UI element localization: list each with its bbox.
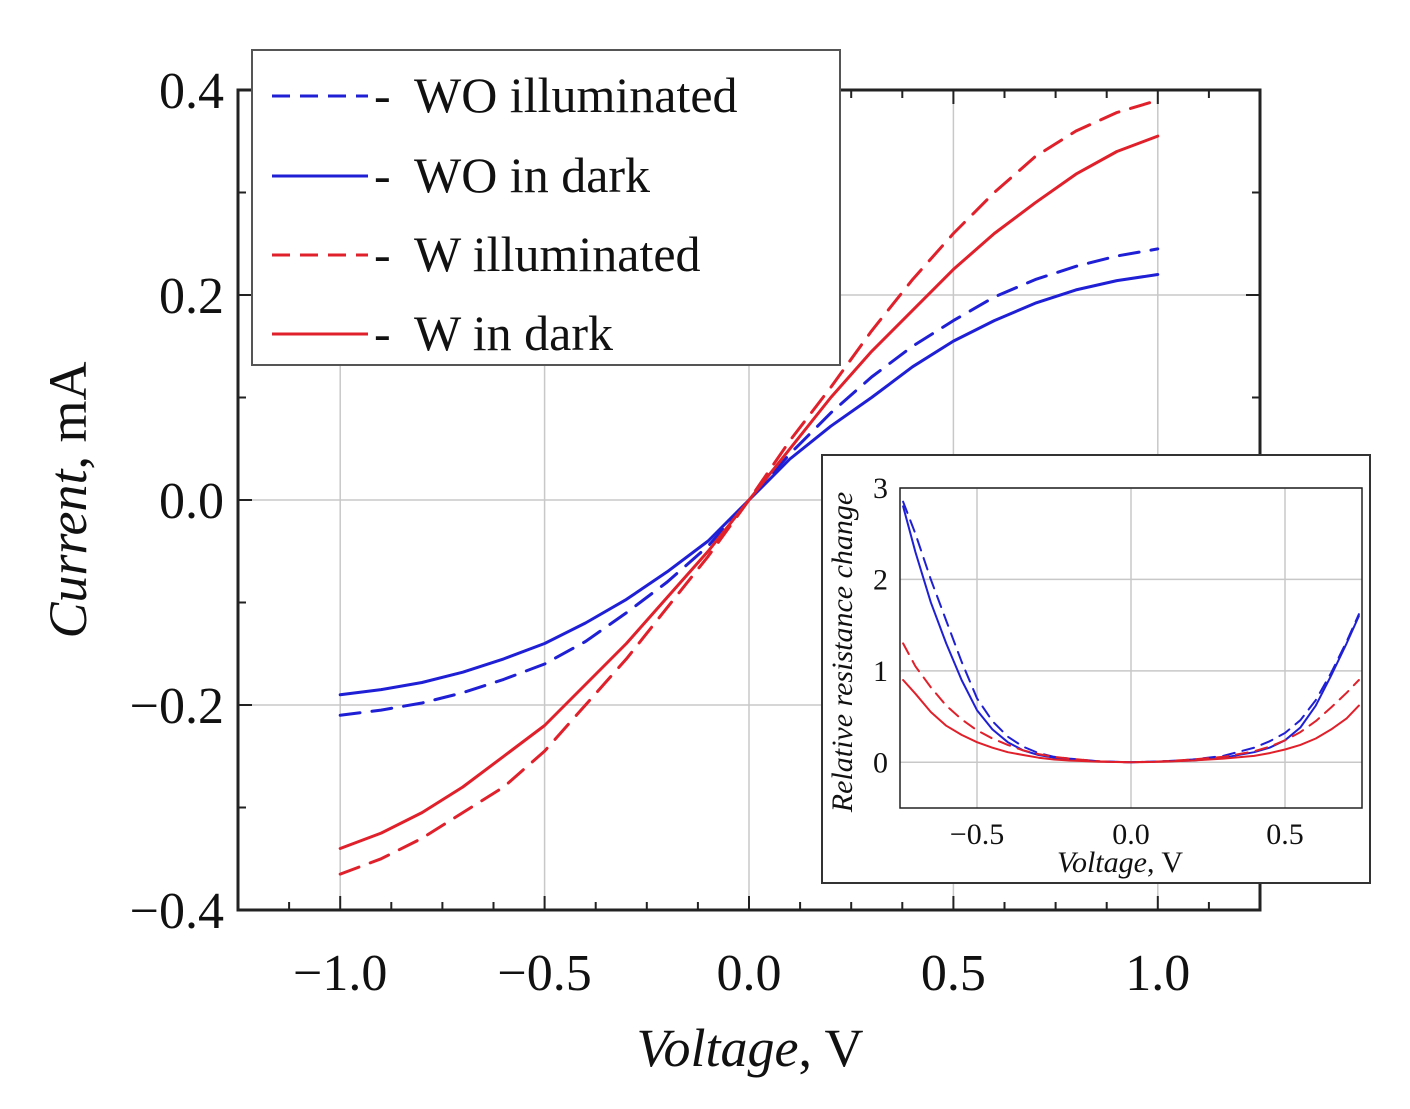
legend: - WO illuminated - WO in dark - W illumi… <box>251 49 841 366</box>
x-axis-title: Voltage, V <box>636 1018 863 1078</box>
inset-plot-frame <box>899 487 1363 809</box>
x-tick-label: 0.0 <box>717 945 782 1002</box>
legend-marker-suffix: - <box>374 305 391 361</box>
y-tick-label: −0.2 <box>130 678 224 735</box>
inset-x-tick-label: 0.0 <box>1112 818 1150 851</box>
inset-series-wo-illuminated <box>902 500 1360 764</box>
x-axis-title-italic: Voltage <box>636 1018 798 1078</box>
inset-series <box>902 500 1360 764</box>
inset-y-tick-labels: 3 2 1 0 <box>873 472 888 779</box>
legend-samples <box>272 94 368 336</box>
x-tick-label: −0.5 <box>497 945 591 1002</box>
legend-label-wo-illuminated: WO illuminated <box>414 67 738 123</box>
inset-y-tick-label: 0 <box>873 746 888 779</box>
main-y-tick-labels: 0.4 0.2 0.0 −0.2 −0.4 <box>130 63 224 940</box>
x-tick-label: 0.5 <box>921 945 986 1002</box>
x-tick-label: 1.0 <box>1125 945 1190 1002</box>
legend-marker-suffix: - <box>374 67 391 123</box>
legend-marker-suffix: - <box>374 226 391 282</box>
inset-x-axis-title: Voltage, V <box>1057 846 1183 879</box>
y-tick-label: −0.4 <box>130 883 224 940</box>
main-series-w-in-dark <box>338 134 1160 850</box>
main-x-tick-labels: −1.0 −0.5 0.0 0.5 1.0 <box>293 945 1190 1002</box>
inset-y-axis-title: Relative resistance change <box>826 492 859 813</box>
inset-x-axis-title-unit: , V <box>1147 846 1183 879</box>
inset-x-tick-labels: −0.5 0.0 0.5 <box>950 818 1304 851</box>
inset-x-axis-title-italic: Voltage <box>1057 846 1147 879</box>
inset-x-tick-label: 0.5 <box>1266 818 1304 851</box>
inset-y-tick-label: 1 <box>873 655 888 688</box>
inset-x-tick-label: −0.5 <box>950 818 1004 851</box>
y-axis-title: Current, mA <box>38 361 98 638</box>
legend-marker-suffix: - <box>374 147 391 203</box>
inset-y-tick-label: 2 <box>873 563 888 596</box>
x-axis-title-unit: , V <box>798 1018 863 1078</box>
legend-label-wo-dark: WO in dark <box>414 147 650 203</box>
inset-chart: −0.5 0.0 0.5 3 2 1 0 Voltage, V Relative… <box>821 454 1371 884</box>
y-tick-label: 0.4 <box>159 63 224 120</box>
y-tick-label: 0.0 <box>159 473 224 530</box>
y-axis-title-italic: Current <box>38 467 98 638</box>
inset-series-w-in-dark <box>902 679 1360 764</box>
main-chart: −1.0 −0.5 0.0 0.5 1.0 0.4 0.2 0.0 −0.2 −… <box>38 49 1262 1078</box>
inset-y-tick-label: 3 <box>873 472 888 505</box>
legend-box <box>251 49 841 366</box>
y-tick-label: 0.2 <box>159 268 224 325</box>
legend-label-w-dark: W in dark <box>414 305 613 361</box>
y-axis-title-unit: , mA <box>38 361 98 469</box>
main-series-wo-illuminated <box>338 247 1160 717</box>
legend-label-w-illuminated: W illuminated <box>414 226 701 282</box>
x-tick-label: −1.0 <box>293 945 387 1002</box>
main-series <box>338 98 1160 876</box>
inset-frame <box>899 487 1363 809</box>
